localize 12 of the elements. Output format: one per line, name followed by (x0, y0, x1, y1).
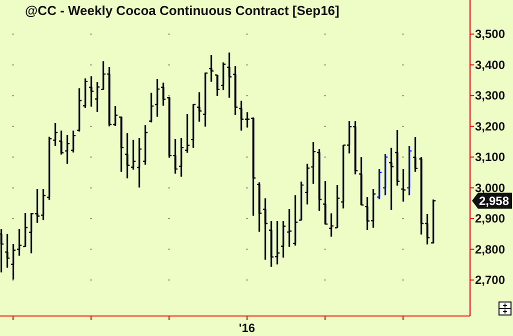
y-tick-label: 3,300 (475, 88, 506, 103)
y-tick-label: 2,800 (475, 242, 506, 256)
y-tick-label: 2,700 (475, 273, 506, 288)
y-tick-label: 3,200 (475, 119, 506, 134)
y-tick-label: 3,000 (475, 180, 506, 195)
text: 2,958 (479, 194, 510, 208)
y-tick-label: 3,100 (475, 150, 506, 164)
chart-title: @CC - Weekly Cocoa Continuous Contract [Sep16] (25, 3, 340, 18)
y-tick-label: 3,500 (475, 27, 506, 42)
y-tick-label: 3,400 (475, 58, 506, 72)
y-tick-label: 2,900 (475, 212, 506, 226)
text: '16 (238, 321, 256, 335)
